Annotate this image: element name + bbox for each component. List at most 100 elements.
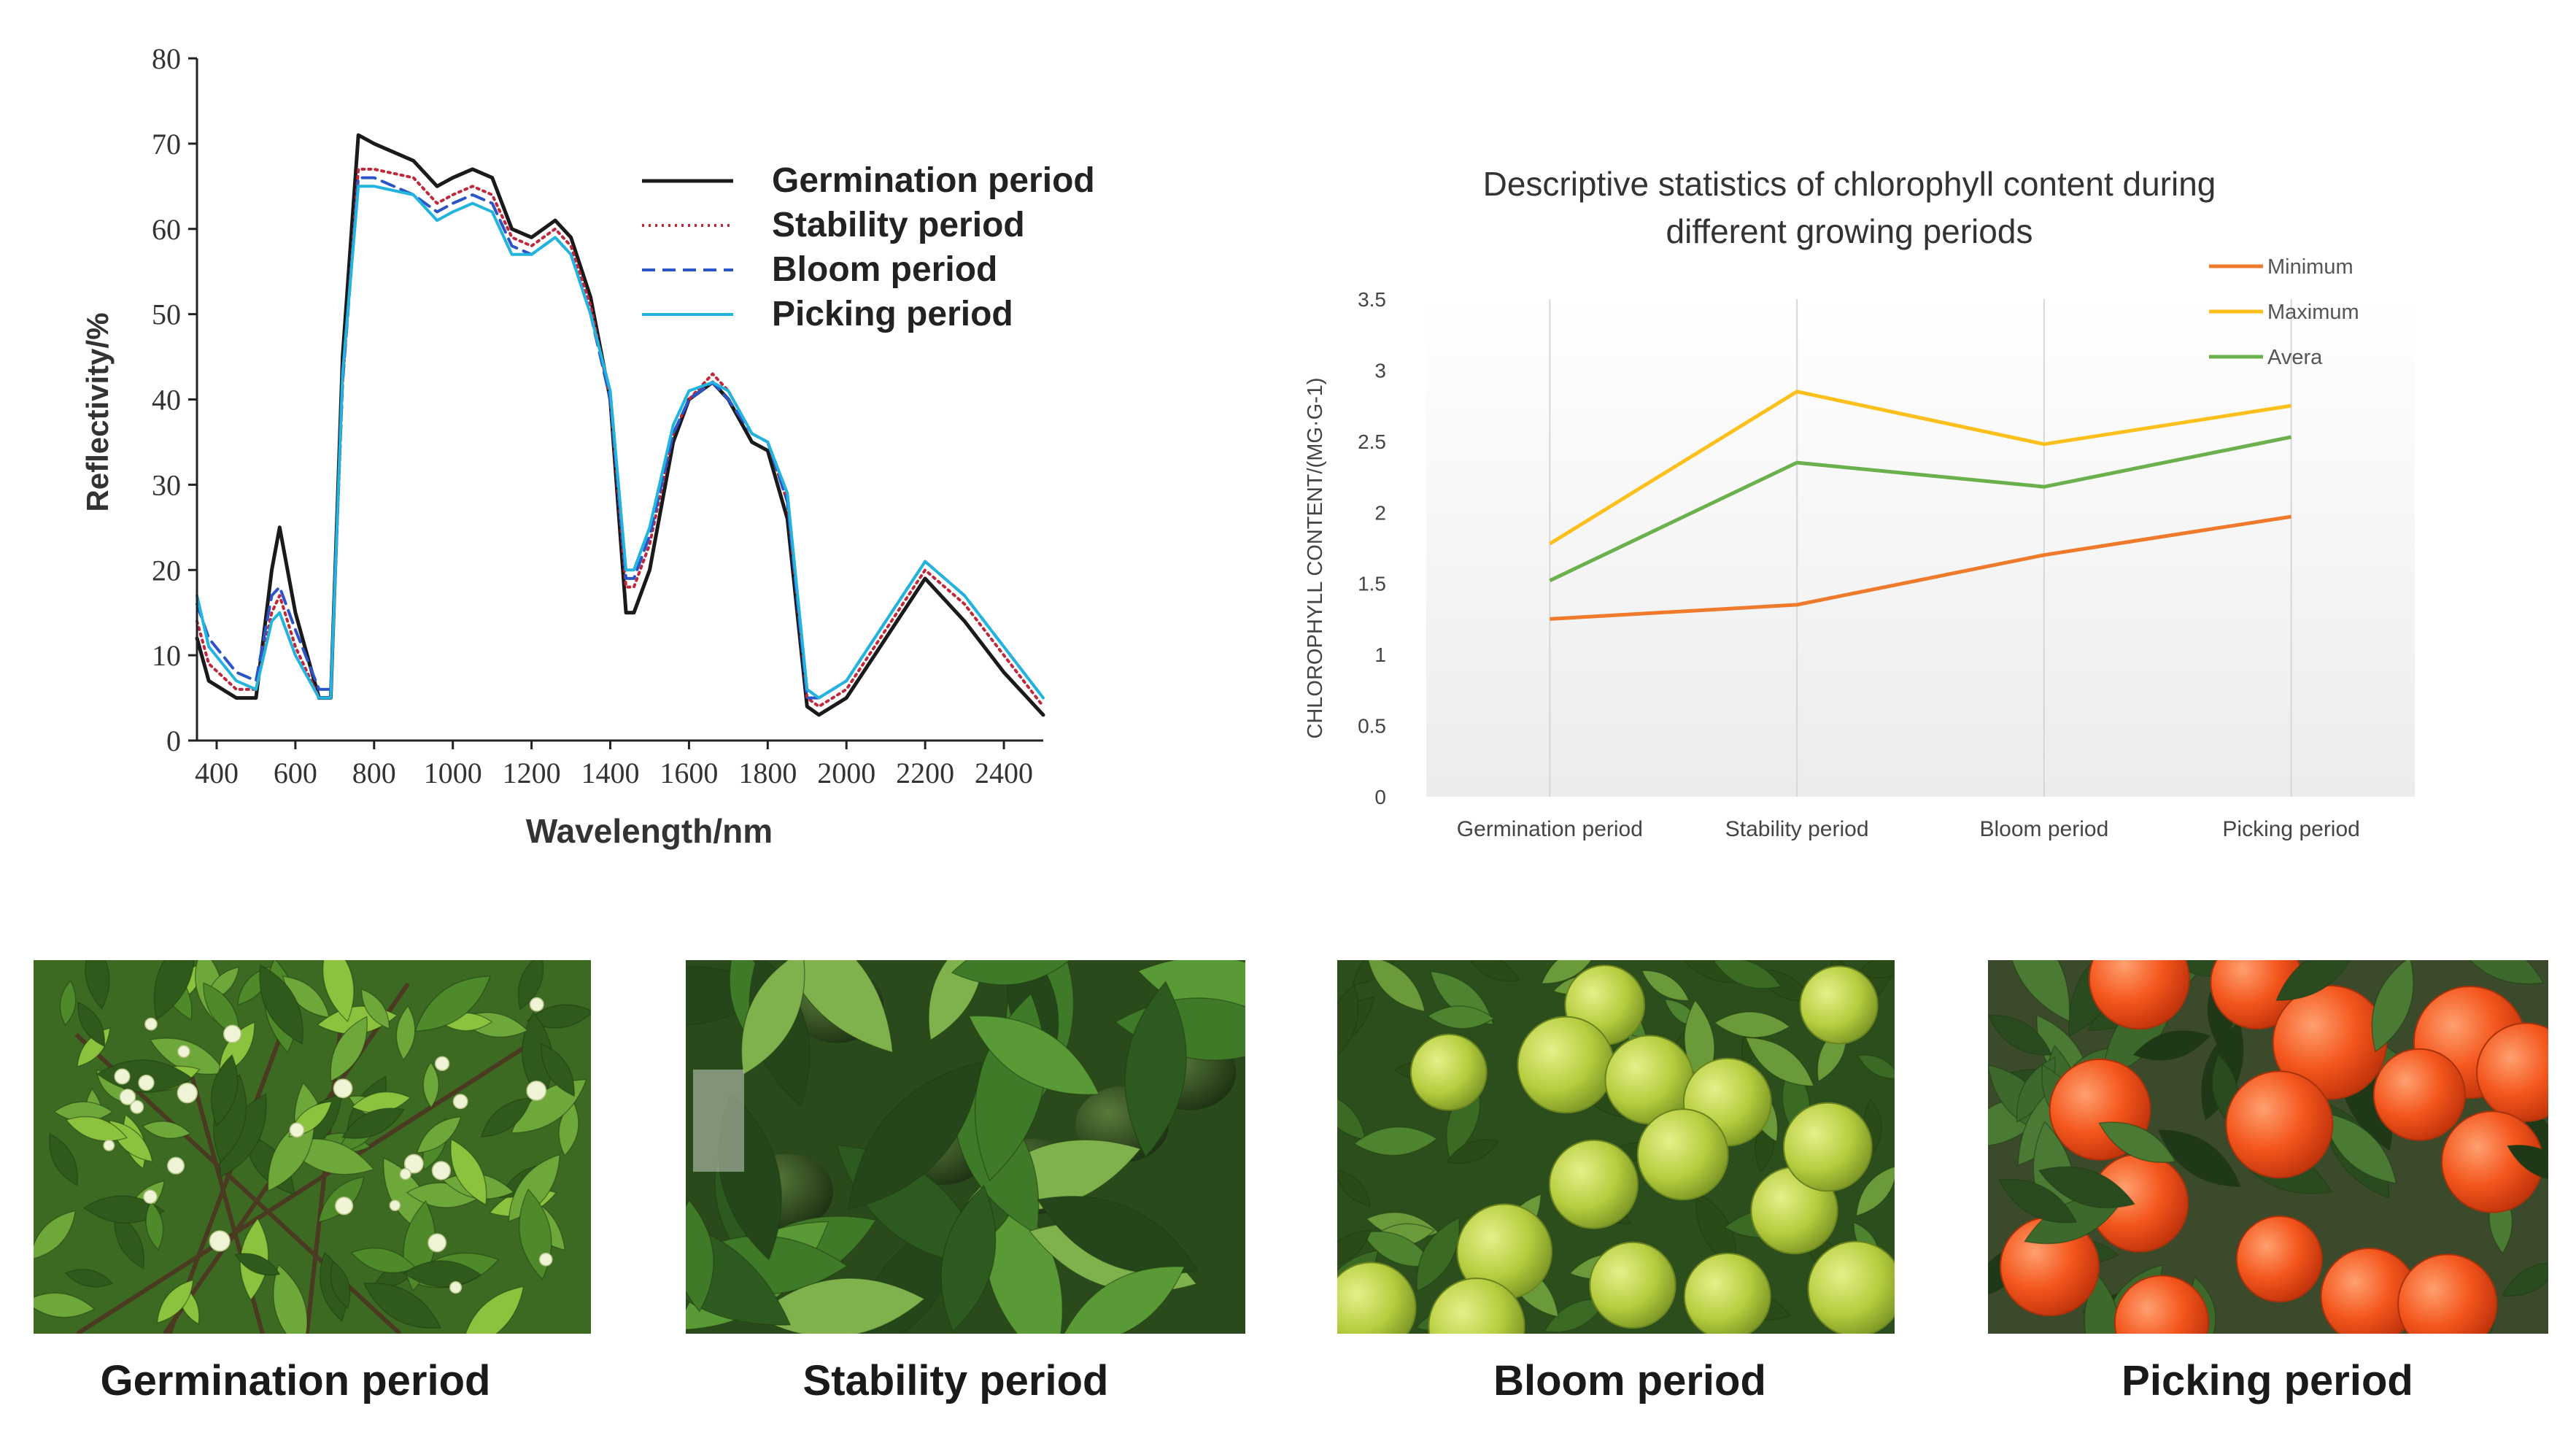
leaf-shape — [968, 1015, 1100, 1095]
green-fruit-shape — [1636, 1108, 1729, 1201]
reflectance-y-tick-label: 30 — [152, 468, 181, 501]
leaf-shape — [288, 1101, 333, 1137]
orange-fruit-shape — [2225, 1070, 2334, 1179]
green-fruit-shape — [1799, 965, 1879, 1045]
chlorophyll-legend-label: Avera — [2267, 346, 2323, 369]
flower-bud-shape — [177, 1045, 190, 1058]
leaf-shape — [1353, 1126, 1439, 1156]
leaf-shape — [526, 1004, 591, 1029]
leaf-shape — [65, 1116, 128, 1142]
reflectance-legend-label: Picking period — [772, 295, 1013, 333]
flower-bud-shape — [428, 1233, 447, 1253]
leaf-shape — [460, 1286, 525, 1334]
leaf-shape — [686, 1199, 714, 1313]
leaf-shape — [34, 1292, 96, 1318]
photo-caption-stability: Stability period — [803, 1357, 1109, 1404]
flower-bud-shape — [130, 1099, 144, 1114]
leaf-shape — [210, 1054, 239, 1127]
chlorophyll-y-tick-label: 3.5 — [1358, 288, 1386, 311]
leaf-shape — [403, 1260, 482, 1288]
leaf-shape — [1037, 1196, 1199, 1275]
leaf-shape — [1337, 1169, 1371, 1207]
chlorophyll-x-ticks: Germination period Stability period Bloom … — [1457, 817, 2360, 841]
flower-bud-shape — [138, 1074, 155, 1091]
reflectance-x-tick-label: 1000 — [424, 757, 482, 789]
leaf-shape — [1058, 1266, 1185, 1334]
reflectance-legend-label: Germination period — [772, 161, 1095, 200]
leaf-shape — [1744, 1037, 1815, 1087]
leaf-shape — [2322, 1112, 2397, 1184]
leaf-shape — [2453, 960, 2545, 985]
leaf-shape — [2502, 1262, 2548, 1297]
leaf-shape — [114, 1212, 144, 1269]
orange-fruit-shape — [2088, 960, 2190, 1030]
photo-picking — [1988, 960, 2548, 1334]
leaf-shape — [2507, 1145, 2548, 1181]
leaf-shape — [49, 1133, 78, 1186]
leaf-shape — [1713, 1011, 1791, 1038]
flower-bud-shape — [103, 1139, 115, 1151]
orange-fruit-shape — [2372, 1048, 2466, 1141]
flower-bud-shape — [177, 1082, 198, 1104]
flower-bud-shape — [452, 1094, 468, 1110]
orange-fruit-shape — [2397, 1253, 2498, 1334]
leaf-shape — [1855, 1164, 1895, 1217]
leaf-shape — [34, 1210, 77, 1261]
photo-germination — [34, 960, 591, 1334]
leaf-shape — [2084, 1273, 2121, 1334]
leaf-shape — [1366, 960, 1426, 1013]
leaf-shape — [416, 1116, 462, 1153]
chlorophyll-y-tick-label: 3 — [1374, 359, 1386, 382]
chlorophyll-x-tick-label: Bloom period — [1979, 817, 2108, 841]
reflectance-y-tick-label: 20 — [152, 554, 181, 587]
light-patch-shape — [693, 1070, 744, 1172]
leaf-shape — [508, 1153, 561, 1223]
chlorophyll-x-tick-label: Stability period — [1725, 817, 1869, 841]
leaf-shape — [360, 988, 390, 1030]
flower-bud-shape — [144, 1017, 158, 1031]
chlorophyll-y-tick-label: 2.5 — [1358, 430, 1386, 453]
leaf-shape — [2371, 960, 2414, 1053]
flower-bud-shape — [449, 1281, 463, 1294]
chlorophyll-plot-area — [1426, 299, 2415, 797]
flower-bud-shape — [335, 1197, 354, 1216]
leaf-shape — [153, 960, 195, 1021]
leaf-shape — [1543, 1299, 1607, 1333]
photo-stability — [686, 960, 1245, 1334]
chlorophyll-chart-title-line-2: different growing periods — [1666, 212, 2033, 250]
orange-fruit-shape — [2476, 1022, 2548, 1122]
reflectance-x-tick-label: 2400 — [975, 757, 1033, 789]
leaf-shape — [2157, 1129, 2241, 1187]
flower-bud-shape — [289, 1122, 305, 1138]
flower-bud-shape — [143, 1189, 158, 1205]
leaf-shape — [1541, 960, 1601, 984]
photo-bloom — [1337, 960, 1895, 1334]
leaf-shape — [330, 1260, 351, 1310]
orange-fruit-shape — [2113, 1275, 2210, 1334]
reflectance-legend: Germination period Stability period Bloom … — [642, 161, 1095, 333]
reflectance-y-tick-label: 80 — [152, 42, 181, 75]
chlorophyll-y-tick-label: 1 — [1374, 644, 1386, 666]
leaf-shape — [414, 975, 492, 1032]
reflectance-y-tick-label: 50 — [152, 298, 181, 331]
chlorophyll-lines-layer — [1549, 390, 2292, 621]
reflectance-x-tick-label: 400 — [195, 757, 239, 789]
photo-caption-bloom: Bloom period — [1493, 1357, 1766, 1404]
leaf-shape — [330, 1016, 368, 1083]
leaf-shape — [940, 1184, 997, 1333]
leaf-shape — [156, 1279, 194, 1324]
flower-bud-shape — [529, 997, 544, 1012]
chlorophyll-y-ticks: 0 0.5 1 1.5 2 2.5 3 3.5 — [1358, 288, 1386, 808]
chlorophyll-category-gridlines — [1549, 299, 2292, 797]
reflectance-y-tick-label: 60 — [152, 213, 181, 246]
leaf-shape — [848, 1061, 983, 1210]
leaf-shape — [1124, 981, 1187, 1158]
leaf-shape — [145, 1200, 164, 1251]
reflectance-chart: 0 10 20 30 40 50 60 70 80 400 600 800 1000 1200 1400 1… — [80, 42, 1095, 850]
reflectance-x-tick-label: 1600 — [660, 757, 718, 789]
reflectance-x-tick-label: 2000 — [817, 757, 875, 789]
reflectance-x-tick-label: 1400 — [581, 757, 640, 789]
chlorophyll-y-tick-label: 0 — [1374, 786, 1386, 808]
chlorophyll-series-line-maximum — [1549, 390, 2291, 546]
leaf-shape — [273, 1264, 308, 1334]
